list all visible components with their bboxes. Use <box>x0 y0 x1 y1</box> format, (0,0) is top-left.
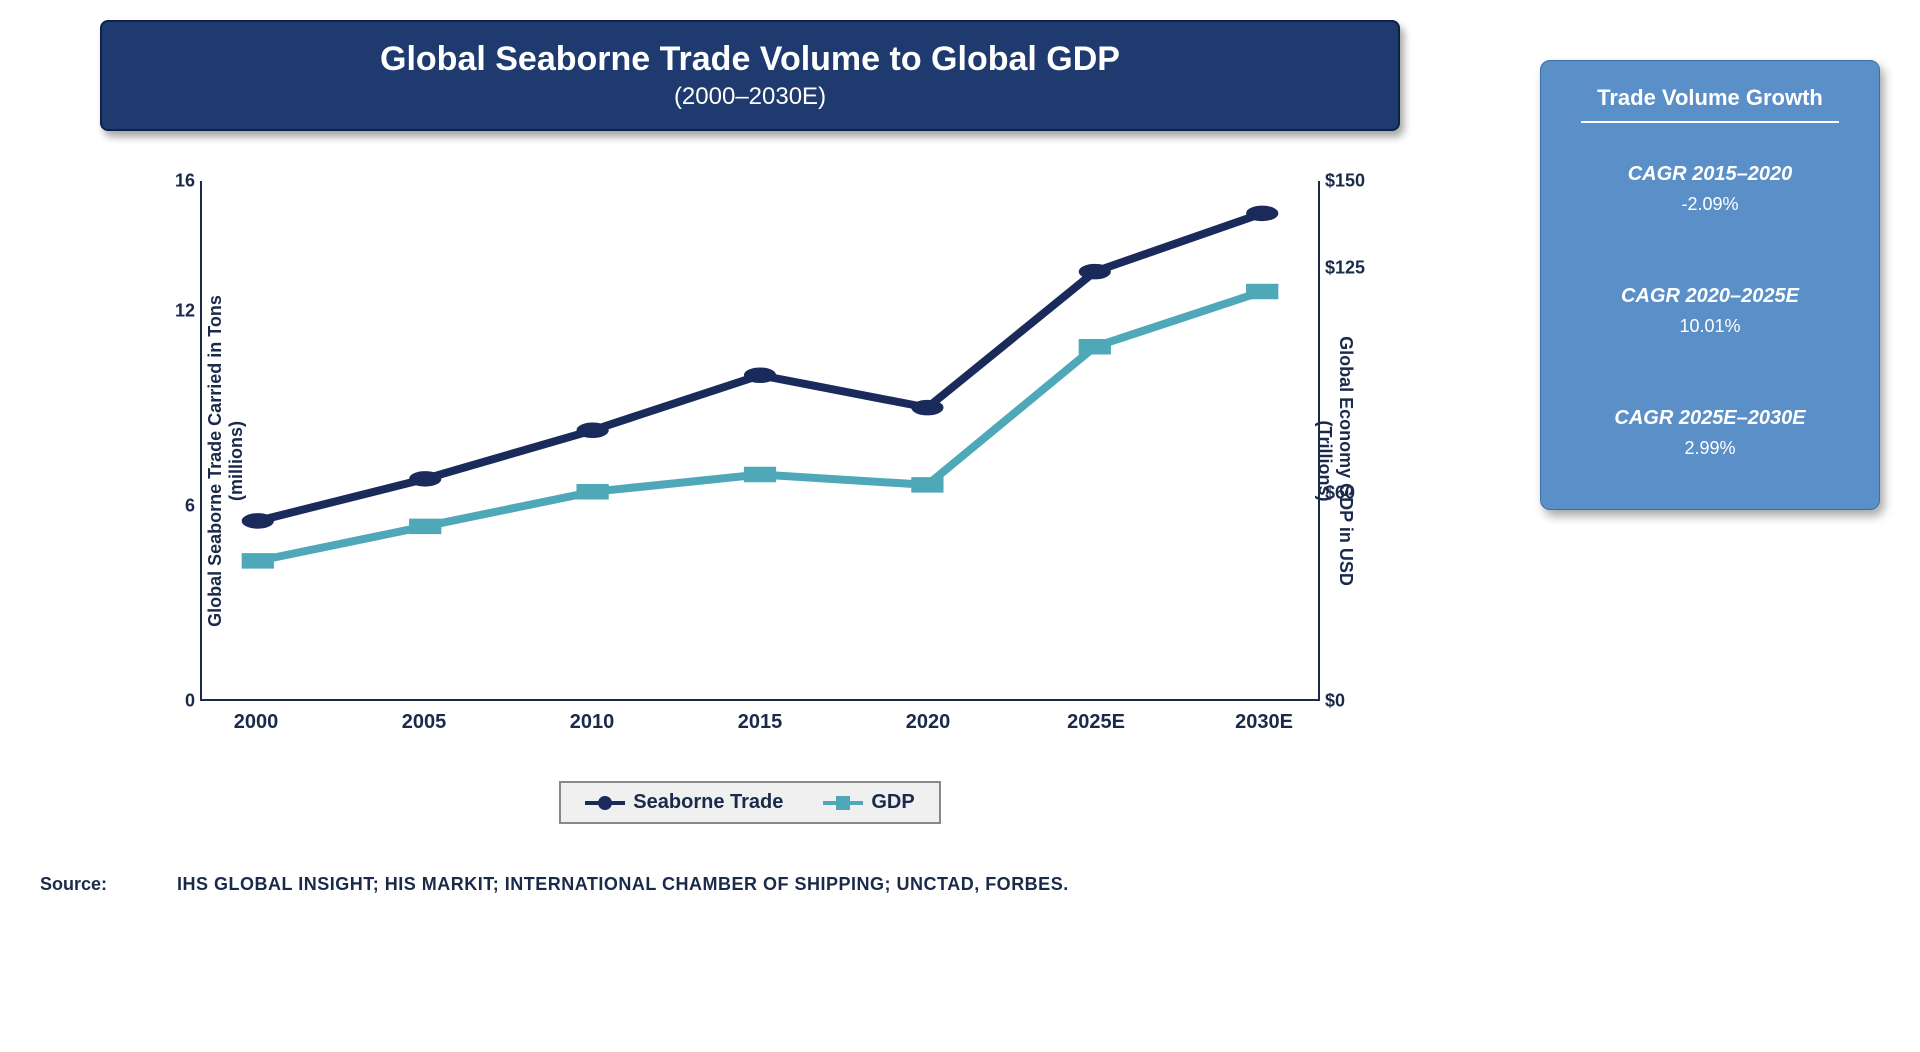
series-marker <box>1079 340 1110 355</box>
plot-area <box>200 181 1320 701</box>
x-tick: 2005 <box>402 711 447 734</box>
cagr-block: CAGR 2025E–2030E 2.99% <box>1561 407 1859 459</box>
y-tick: 6 <box>185 496 195 517</box>
y-tick: $0 <box>1325 691 1345 712</box>
cagr-value: 10.01% <box>1561 316 1859 337</box>
series-marker <box>577 485 608 500</box>
series-marker <box>577 423 608 438</box>
series-marker <box>744 368 775 383</box>
cagr-block: CAGR 2015–2020 -2.09% <box>1561 163 1859 215</box>
series-marker <box>744 467 775 482</box>
cagr-block: CAGR 2020–2025E 10.01% <box>1561 285 1859 337</box>
chart-title-main: Global Seaborne Trade Volume to Global G… <box>142 40 1358 79</box>
series-marker <box>1247 284 1278 299</box>
series-marker <box>912 400 943 415</box>
x-tick: 2020 <box>906 711 951 734</box>
chart-legend: Seaborne Trade GDP <box>559 781 940 824</box>
chart-svg <box>202 181 1318 699</box>
series-marker <box>1247 206 1278 221</box>
x-tick: 2015 <box>738 711 783 734</box>
x-tick: 2000 <box>234 711 279 734</box>
cagr-list: CAGR 2015–2020 -2.09% CAGR 2020–2025E 10.01… <box>1561 163 1859 459</box>
chart-area: Global Seaborne Trade Carried in Tons(mi… <box>140 161 1380 761</box>
series-marker <box>912 478 943 493</box>
y-tick: 0 <box>185 691 195 712</box>
x-tick: 2030E <box>1235 711 1293 734</box>
y-tick: 12 <box>175 301 195 322</box>
cagr-label: CAGR 2025E–2030E <box>1561 407 1859 430</box>
y-left-ticks: 061216 <box>150 181 195 701</box>
legend-label: Seaborne Trade <box>633 791 783 814</box>
legend-swatch <box>823 801 863 805</box>
cagr-value: 2.99% <box>1561 438 1859 459</box>
y-tick: $60 <box>1325 483 1355 504</box>
series-marker <box>242 514 273 529</box>
y-tick: 16 <box>175 171 195 192</box>
source-text: IHS GLOBAL INSIGHT; HIS MARKIT; INTERNAT… <box>177 874 1069 895</box>
x-tick: 2010 <box>570 711 615 734</box>
sidebar-title: Trade Volume Growth <box>1581 85 1839 123</box>
series-line-gdp <box>258 292 1262 561</box>
legend-label: GDP <box>871 791 914 814</box>
cagr-value: -2.09% <box>1561 194 1859 215</box>
y-tick: $150 <box>1325 171 1365 192</box>
series-marker <box>410 519 441 534</box>
legend-item-gdp: GDP <box>823 791 914 814</box>
chart-title-box: Global Seaborne Trade Volume to Global G… <box>100 20 1400 131</box>
source-line: Source: IHS GLOBAL INSIGHT; HIS MARKIT; … <box>40 874 1880 895</box>
cagr-label: CAGR 2020–2025E <box>1561 285 1859 308</box>
series-marker <box>1079 264 1110 279</box>
chart-panel: Global Seaborne Trade Volume to Global G… <box>40 20 1460 824</box>
x-tick: 2025E <box>1067 711 1125 734</box>
x-ticks: 2000 2005 2010 2015 2020 2025E 2030E <box>200 711 1320 741</box>
cagr-label: CAGR 2015–2020 <box>1561 163 1859 186</box>
series-marker <box>410 472 441 487</box>
y-right-ticks: $0$60$125$150 <box>1325 181 1370 701</box>
source-label: Source: <box>40 874 107 895</box>
series-marker <box>242 554 273 569</box>
legend-item-seaborne-trade: Seaborne Trade <box>585 791 783 814</box>
y-tick: $125 <box>1325 257 1365 278</box>
main-container: Global Seaborne Trade Volume to Global G… <box>40 20 1880 824</box>
chart-title-sub: (2000–2030E) <box>142 83 1358 111</box>
trade-growth-sidebar: Trade Volume Growth CAGR 2015–2020 -2.09%… <box>1540 60 1880 510</box>
legend-swatch <box>585 801 625 805</box>
